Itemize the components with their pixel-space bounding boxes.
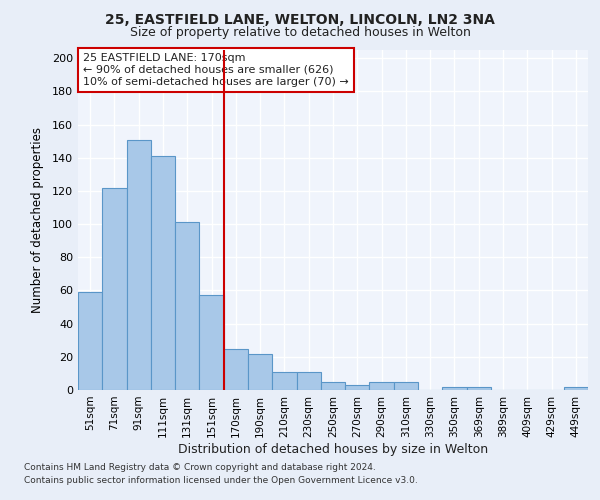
Bar bbox=[467, 386, 491, 390]
Bar bbox=[224, 348, 248, 390]
Text: 25 EASTFIELD LANE: 170sqm
← 90% of detached houses are smaller (626)
10% of semi: 25 EASTFIELD LANE: 170sqm ← 90% of detac… bbox=[83, 54, 349, 86]
Bar bbox=[321, 382, 345, 390]
Bar bbox=[151, 156, 175, 390]
Text: Distribution of detached houses by size in Welton: Distribution of detached houses by size … bbox=[178, 442, 488, 456]
Bar bbox=[394, 382, 418, 390]
Bar bbox=[127, 140, 151, 390]
Bar bbox=[442, 386, 467, 390]
Text: Contains HM Land Registry data © Crown copyright and database right 2024.: Contains HM Land Registry data © Crown c… bbox=[24, 464, 376, 472]
Bar bbox=[272, 372, 296, 390]
Bar bbox=[102, 188, 127, 390]
Text: Size of property relative to detached houses in Welton: Size of property relative to detached ho… bbox=[130, 26, 470, 39]
Text: 25, EASTFIELD LANE, WELTON, LINCOLN, LN2 3NA: 25, EASTFIELD LANE, WELTON, LINCOLN, LN2… bbox=[105, 12, 495, 26]
Text: Contains public sector information licensed under the Open Government Licence v3: Contains public sector information licen… bbox=[24, 476, 418, 485]
Bar bbox=[564, 386, 588, 390]
Bar bbox=[296, 372, 321, 390]
Bar bbox=[345, 385, 370, 390]
Bar bbox=[248, 354, 272, 390]
Bar bbox=[199, 296, 224, 390]
Bar bbox=[175, 222, 199, 390]
Bar bbox=[370, 382, 394, 390]
Y-axis label: Number of detached properties: Number of detached properties bbox=[31, 127, 44, 313]
Bar bbox=[78, 292, 102, 390]
